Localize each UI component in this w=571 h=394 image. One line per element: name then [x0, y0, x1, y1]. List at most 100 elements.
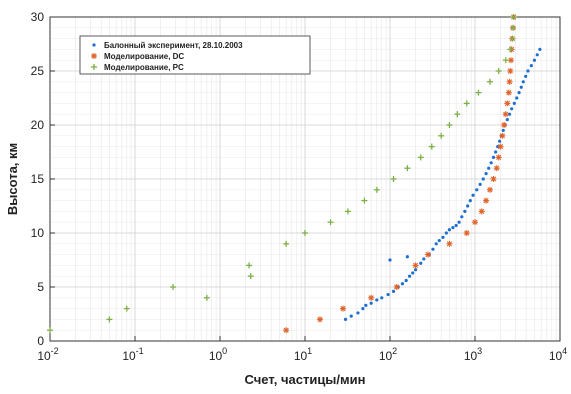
data-point-d2 — [394, 284, 400, 290]
data-point — [428, 143, 435, 150]
data-point — [501, 122, 508, 128]
y-tick-label: 20 — [31, 118, 45, 132]
y-axis-title: Высота, км — [5, 143, 20, 215]
data-point — [497, 143, 504, 150]
y-tick-label: 10 — [31, 226, 45, 240]
data-point — [388, 258, 392, 262]
data-point — [316, 316, 323, 323]
data-point — [422, 257, 426, 261]
data-point — [447, 228, 452, 232]
data-point — [463, 230, 470, 236]
x-tick-label: 100 — [209, 346, 227, 363]
legend-label: Моделирование, DC — [104, 52, 184, 61]
data-point — [356, 311, 360, 315]
data-point — [368, 294, 375, 301]
data-point — [405, 255, 409, 259]
series-layer — [47, 14, 542, 334]
data-point — [434, 242, 438, 246]
data-point — [475, 188, 479, 192]
data-point — [446, 240, 453, 247]
data-point — [486, 186, 493, 193]
x-tick-label: 103 — [464, 346, 482, 363]
data-point — [302, 230, 308, 236]
data-point — [369, 301, 373, 305]
data-point — [487, 166, 491, 170]
data-point-d2 — [499, 133, 505, 139]
data-point — [386, 292, 390, 297]
data-point — [505, 89, 512, 96]
data-point — [375, 298, 379, 302]
data-point — [425, 251, 432, 258]
series-3 — [47, 14, 517, 334]
x-axis-title: Счет, частицы/мин — [245, 372, 366, 387]
data-point — [478, 208, 485, 215]
data-point-d2 — [487, 187, 493, 193]
data-point-d2 — [496, 154, 502, 160]
legend-marker-d2 — [91, 53, 97, 59]
data-point-d2 — [503, 111, 509, 117]
data-point — [419, 261, 423, 265]
data-point-d2 — [507, 68, 513, 74]
data-point — [400, 282, 405, 286]
data-point — [373, 186, 380, 193]
data-point — [507, 46, 514, 53]
data-point — [412, 262, 419, 269]
data-point — [517, 91, 521, 95]
legend: Балонный эксперимент, 28.10.2003 Моделиро… — [79, 35, 311, 75]
data-point — [344, 208, 351, 215]
y-tick-label: 5 — [37, 280, 44, 294]
x-tick-label: 101 — [294, 346, 312, 363]
data-point — [203, 294, 210, 301]
data-point-d2 — [340, 306, 346, 312]
data-point — [327, 219, 334, 226]
data-point — [246, 262, 253, 269]
data-point — [361, 197, 368, 204]
data-point — [512, 101, 516, 105]
legend-marker — [92, 43, 96, 47]
data-point-d2 — [508, 57, 514, 63]
data-point — [506, 78, 513, 85]
data-point — [495, 154, 502, 161]
data-point — [489, 161, 493, 165]
data-point — [475, 89, 482, 96]
data-point — [349, 314, 353, 318]
data-point-d2 — [497, 144, 504, 150]
data-point — [364, 303, 368, 307]
data-point-d2 — [483, 198, 489, 204]
legend-label: Балонный эксперимент, 28.10.2003 — [104, 41, 243, 50]
data-point — [538, 47, 542, 52]
data-point — [390, 176, 397, 182]
data-point — [123, 305, 130, 312]
y-tick-label: 15 — [31, 172, 45, 186]
legend-marker — [91, 53, 97, 59]
data-point — [472, 219, 478, 226]
data-point — [495, 68, 502, 74]
data-point-d2 — [283, 327, 289, 333]
data-point — [535, 53, 539, 57]
data-point-d2 — [425, 252, 431, 258]
data-point — [478, 182, 482, 186]
data-point — [529, 64, 533, 68]
data-point — [493, 165, 500, 172]
data-point — [498, 139, 502, 143]
data-point — [404, 278, 408, 283]
data-point-d2 — [479, 208, 485, 214]
data-point-d2 — [368, 295, 374, 301]
data-point — [411, 271, 415, 275]
data-point-d2 — [490, 176, 497, 182]
legend-label: Моделирование, PC — [104, 63, 184, 72]
data-point — [463, 100, 470, 107]
data-point — [505, 118, 509, 122]
data-point — [507, 57, 514, 64]
data-point — [391, 289, 396, 293]
x-tick-label: 104 — [549, 346, 567, 363]
ticks: 10-2 10-1 100 101 102 103 104 0 5 10 15 20 25 30 — [31, 10, 568, 363]
data-point — [431, 247, 435, 251]
data-point — [519, 85, 523, 89]
data-point — [468, 199, 472, 203]
x-tick-label: 10-1 — [122, 346, 143, 363]
data-point — [438, 132, 445, 139]
data-point — [510, 14, 517, 20]
